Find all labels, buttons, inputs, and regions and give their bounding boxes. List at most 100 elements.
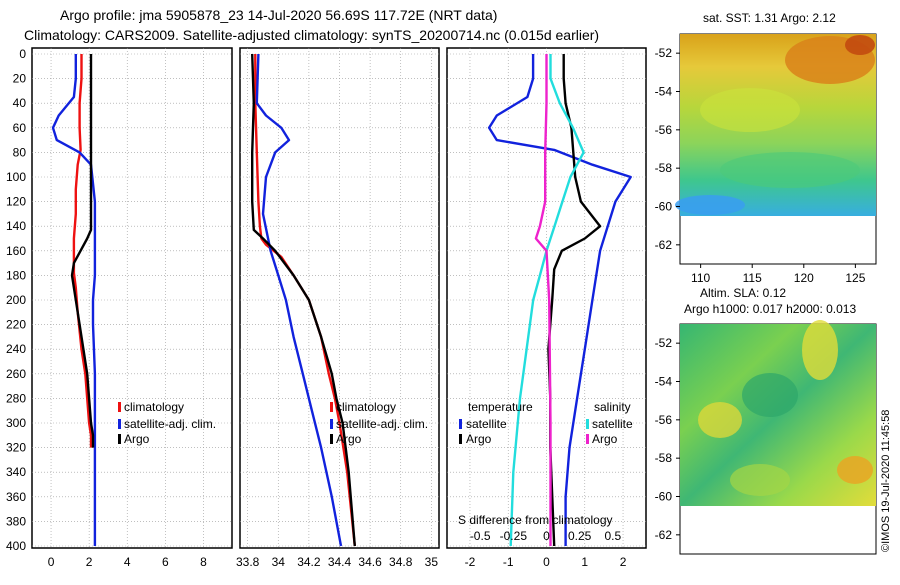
lat-tick-label: -54 bbox=[655, 375, 673, 389]
depth-tick-label: 80 bbox=[13, 145, 27, 159]
legend-title-salinity: salinity bbox=[594, 400, 631, 414]
salinity-legend: climatology satellite-adj. clim. Argo bbox=[330, 400, 428, 446]
legend-label-sal-satellite: satellite bbox=[592, 417, 633, 431]
depth-tick-label: 40 bbox=[13, 96, 27, 110]
sal-diff-tick-label: 0 bbox=[543, 529, 550, 543]
depth-axis-labels: 0 20 40 60 80 100 120 140 160 180 200 220 240 260 280 3… bbox=[6, 47, 26, 553]
legend-label-satellite-adj: satellite-adj. clim. bbox=[336, 417, 428, 431]
series-line-climatology bbox=[254, 54, 356, 547]
sla-low-1 bbox=[742, 373, 798, 417]
series-line-temperature-satellite bbox=[487, 54, 632, 546]
difference-x-ticks: -2 -1 0 1 2 bbox=[465, 555, 627, 569]
legend-label-climatology: climatology bbox=[336, 400, 396, 414]
depth-tick-label: 280 bbox=[6, 391, 26, 405]
lon-tick-label: 120 bbox=[794, 271, 814, 285]
sst-map bbox=[675, 33, 877, 265]
x-tick-label: 0 bbox=[48, 555, 55, 569]
x-tick-label: 33.8 bbox=[236, 555, 260, 569]
lon-tick-label: 110 bbox=[691, 271, 710, 285]
sst-hot-spot bbox=[845, 35, 875, 55]
depth-tick-label: 120 bbox=[6, 195, 26, 209]
legend-swatch-argo bbox=[118, 434, 121, 444]
lat-tick-label: -60 bbox=[655, 490, 673, 504]
series-line-salinity-satellite bbox=[509, 54, 585, 547]
depth-tick-label: 0 bbox=[19, 47, 26, 61]
depth-tick-label: 220 bbox=[6, 318, 26, 332]
sst-cold-patch bbox=[675, 195, 745, 215]
salinity-x-ticks: 33.8 34 34.2 34.4 34.6 34.8 35 bbox=[236, 555, 438, 569]
x-tick-label: 6 bbox=[162, 555, 169, 569]
series-line-argo bbox=[250, 53, 356, 547]
imos-watermark: ©IMOS 19-Jul-2020 11:45:58 bbox=[880, 410, 892, 552]
x-tick-label: 0 bbox=[543, 555, 550, 569]
legend-swatch-satellite-adj bbox=[330, 419, 333, 429]
lat-tick-label: -54 bbox=[655, 85, 673, 99]
salinity-gridlines bbox=[240, 48, 439, 548]
legend-swatch-sal-satellite bbox=[586, 419, 589, 429]
legend-swatch-sal-argo bbox=[586, 434, 589, 444]
lat-tick-label: -56 bbox=[655, 123, 673, 137]
depth-tick-label: 100 bbox=[6, 170, 26, 184]
series-line-argo bbox=[70, 54, 95, 448]
x-tick-label: 2 bbox=[620, 555, 627, 569]
sal-diff-ticks: -0.5 -0.25 0 0.25 0.5 bbox=[470, 529, 622, 543]
x-tick-label: 34.8 bbox=[389, 555, 413, 569]
depth-tick-label: 60 bbox=[13, 121, 27, 135]
sst-lat-ticks: -52 -54 -56 -58 -60 -62 bbox=[655, 46, 680, 252]
series-line-satellite-adj-clim- bbox=[255, 53, 343, 547]
x-tick-label: 34.2 bbox=[297, 555, 321, 569]
sal-diff-tick-label: 0.25 bbox=[568, 529, 592, 543]
depth-tick-label: 260 bbox=[6, 367, 26, 381]
depth-tick-label: 360 bbox=[6, 490, 26, 504]
legend-label-satellite-adj: satellite-adj. clim. bbox=[124, 417, 216, 431]
temperature-x-ticks: 0 2 4 6 8 bbox=[48, 555, 207, 569]
x-tick-label: 1 bbox=[581, 555, 588, 569]
depth-tick-label: 160 bbox=[6, 244, 26, 258]
title-line-1: Argo profile: jma 5905878_23 14-Jul-2020… bbox=[60, 7, 497, 23]
sla-map-title-2: Argo h1000: 0.017 h2000: 0.013 bbox=[684, 302, 856, 316]
depth-tick-label: 300 bbox=[6, 416, 26, 430]
x-tick-label: 35 bbox=[425, 555, 439, 569]
title-line-2: Climatology: CARS2009. Satellite-adjuste… bbox=[24, 27, 599, 43]
temperature-legend: climatology satellite-adj. clim. Argo bbox=[118, 400, 216, 446]
lon-tick-label: 125 bbox=[845, 271, 865, 285]
depth-tick-label: 380 bbox=[6, 514, 26, 528]
lat-tick-label: -52 bbox=[655, 336, 673, 350]
x-tick-label: 34 bbox=[272, 555, 286, 569]
temperature-gridlines bbox=[32, 48, 232, 548]
series-line-climatology bbox=[72, 54, 93, 448]
sla-map-title-1: Altim. SLA: 0.12 bbox=[700, 286, 786, 300]
legend-swatch-climatology bbox=[118, 402, 121, 412]
lat-tick-label: -56 bbox=[655, 413, 673, 427]
sla-high-2 bbox=[698, 402, 742, 438]
temperature-series bbox=[51, 54, 97, 546]
sal-diff-tick-label: -0.25 bbox=[500, 529, 528, 543]
series-line-satellite-adj-clim- bbox=[51, 54, 97, 546]
sst-mid-band bbox=[700, 88, 800, 132]
difference-legend: temperature satellite Argo salinity sate… bbox=[459, 400, 633, 446]
sal-diff-tick-label: -0.5 bbox=[470, 529, 491, 543]
lat-tick-label: -58 bbox=[655, 451, 673, 465]
sal-diff-tick-label: 0.5 bbox=[604, 529, 621, 543]
sst-map-title: sat. SST: 1.31 Argo: 2.12 bbox=[703, 11, 836, 25]
depth-tick-label: 240 bbox=[6, 342, 26, 356]
legend-label-sal-argo: Argo bbox=[592, 432, 618, 446]
legend-title-temperature: temperature bbox=[468, 400, 533, 414]
depth-tick-label: 140 bbox=[6, 219, 26, 233]
lon-tick-label: 115 bbox=[743, 271, 762, 285]
sla-mid bbox=[730, 464, 790, 496]
lat-tick-label: -58 bbox=[655, 161, 673, 175]
legend-swatch-climatology bbox=[330, 402, 333, 412]
depth-tick-label: 340 bbox=[6, 465, 26, 479]
salinity-series bbox=[250, 53, 356, 547]
depth-tick-label: 180 bbox=[6, 268, 26, 282]
legend-label-temp-satellite: satellite bbox=[466, 417, 507, 431]
x-tick-label: 34.6 bbox=[358, 555, 382, 569]
depth-tick-label: 20 bbox=[13, 72, 27, 86]
difference-series bbox=[487, 54, 632, 547]
lat-tick-label: -52 bbox=[655, 46, 673, 60]
sla-lat-ticks: -52 -54 -56 -58 -60 -62 bbox=[655, 336, 680, 542]
x-tick-label: -1 bbox=[503, 555, 514, 569]
sla-high-1 bbox=[802, 320, 838, 380]
